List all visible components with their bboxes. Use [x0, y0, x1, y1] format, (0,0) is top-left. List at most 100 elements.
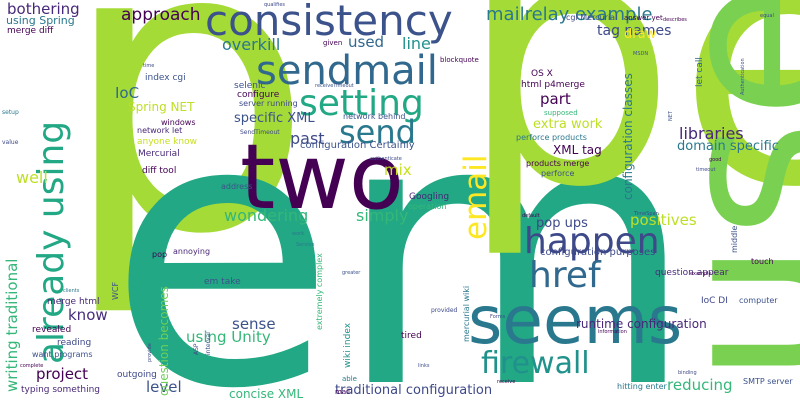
word-href: href [529, 255, 601, 296]
word-mailrelay-example: mailrelay example [486, 4, 653, 25]
word-qualifies: qualifies [264, 2, 286, 8]
word-em: em [108, 40, 697, 400]
word-p: p [60, 0, 314, 322]
word-wondering: wondering [224, 206, 309, 225]
word-windows: windows [161, 118, 196, 127]
word-server-running: server running [239, 99, 298, 108]
word-email: email [458, 154, 494, 241]
word-extremely-complex: extremely complex [315, 253, 324, 330]
word-project: project [36, 365, 89, 383]
word-address: address [221, 182, 253, 191]
word-mercurial-wiki: mercurial wiki [462, 285, 471, 342]
word-configuration-purposes: configuration purposes [540, 247, 656, 258]
word-well: well [16, 168, 48, 187]
word-used: used [348, 33, 385, 51]
word-cgi-mercurial: cgi Mercurial [566, 13, 618, 22]
word-value: value [2, 139, 19, 146]
word-greater: greater [342, 270, 361, 276]
word-let-call: let call [695, 57, 705, 87]
word-configure: configure [237, 90, 280, 100]
word-mercurial: Mercurial [138, 149, 180, 159]
word-seems: seems [468, 282, 683, 359]
word-ioc: IoC [115, 84, 140, 102]
word-using-spring: using Spring [6, 14, 75, 27]
word-perforce-products: perforce products [516, 133, 587, 142]
word-forms: Forms [490, 314, 506, 320]
word-msdn: MSDN [633, 51, 649, 57]
word-os-x: OS X [531, 69, 553, 79]
word-reducing: reducing [667, 376, 733, 394]
word-using-unity: using Unity [186, 328, 271, 346]
word-setup: setup [2, 109, 19, 116]
word-html-p4merge: html p4merge [521, 80, 585, 90]
word-reading: reading [57, 338, 92, 348]
word-question-appear: question appear [655, 268, 729, 278]
word-traditional-configuration: traditional configuration [335, 383, 493, 398]
word-runtime-configuration: runtime configuration [576, 317, 707, 331]
word-pop: pop [152, 250, 168, 259]
word-bothering: bothering [7, 0, 80, 18]
word-configuration-classes: configuration classes [621, 73, 635, 200]
word-tag-names: tag names [597, 23, 672, 39]
word-level: level [146, 378, 182, 396]
word-equal: equal [760, 13, 774, 19]
word-hitting-enter: hitting enter [617, 382, 667, 391]
word-example: example [690, 271, 712, 277]
word-annoying: annoying [173, 247, 211, 256]
word-receivetimeout: receiveTimeout [315, 83, 354, 89]
word-given: given [323, 39, 343, 47]
word-wiki-index: wiki index [343, 322, 353, 368]
word-simply: simply [356, 206, 409, 225]
word-smtp-server: SMTP server [743, 377, 793, 386]
word-service: Service [296, 242, 315, 248]
word-interval: interval [205, 332, 212, 355]
word-consistency: consistency [205, 0, 453, 45]
word-setting: setting [299, 83, 424, 124]
word-diff-tool: diff tool [142, 166, 177, 176]
word-merge-diff: merge diff [7, 26, 54, 36]
word-two: two [240, 125, 404, 230]
word-authentication: Authentication [740, 58, 746, 95]
word-question-becomes: question becomes [157, 286, 171, 396]
word-configuration-certainly: configuration Certainly [300, 140, 415, 151]
word-selenic: selenic [234, 81, 266, 91]
word-sense: sense [232, 315, 276, 333]
word-googling: Googling [409, 192, 450, 202]
word-anyone-know: anyone know [137, 137, 197, 147]
word-timeout: timeout [696, 167, 716, 173]
word-mail: mail [335, 388, 350, 396]
word-network-behind: network behind [343, 112, 406, 121]
word-operation: operation [408, 202, 447, 211]
word-pop-ups: pop ups [536, 216, 588, 231]
word-revealed: revealed [32, 325, 72, 335]
word-clients: clients [63, 288, 80, 294]
word-past: past [290, 129, 325, 148]
word-happen: happen [524, 221, 660, 262]
word-firewall: firewall [481, 346, 590, 381]
word-links: links [418, 363, 430, 369]
word-complete: complete [20, 363, 44, 369]
word-want-programs: want programs [32, 350, 93, 359]
word-computer: computer [739, 296, 778, 305]
word-specific-xml: specific XML [234, 111, 315, 126]
word-information: information [598, 329, 627, 335]
word-default: default [522, 213, 540, 219]
word-index-cgi: index cgi [145, 73, 186, 83]
word-timespan: TimeSpan [634, 211, 659, 217]
word-work: work [292, 231, 305, 237]
word-typing-something: typing something [21, 385, 100, 395]
word-know: know [68, 306, 108, 324]
word-asp: ASP [193, 343, 200, 355]
word-libraries: libraries [679, 124, 744, 143]
word-send: send [339, 113, 416, 151]
word-wcf: WCF [111, 281, 120, 300]
word-outgoing: outgoing [117, 370, 157, 380]
word-receive: receive [497, 379, 516, 385]
word-extra-work: extra work [533, 117, 603, 132]
word-net: NET [668, 111, 674, 121]
word-blockquote: blockquote [440, 56, 479, 64]
word-able: able [342, 375, 357, 383]
word-tired: tired [401, 331, 422, 341]
word-supposed: supposed [544, 109, 578, 117]
